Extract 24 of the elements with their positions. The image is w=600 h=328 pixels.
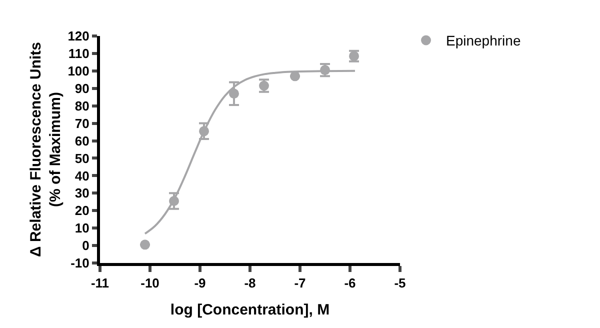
y-tick-label: 100 xyxy=(68,63,90,78)
x-tick-label: -11 xyxy=(90,276,110,291)
y-tick-label: 50 xyxy=(74,150,90,166)
y-tick-label: 30 xyxy=(74,186,90,201)
y-tick-label: 20 xyxy=(74,203,90,218)
y-tick-label: -10 xyxy=(70,256,90,271)
y-tick-label: 0 xyxy=(82,238,90,254)
x-tick-label: -10 xyxy=(140,276,160,291)
x-tick-label: -8 xyxy=(244,276,256,291)
y-axis-title: Δ Relative Fluorescence Units (% of Maximum) xyxy=(27,42,64,258)
y-tick-label: 10 xyxy=(74,220,90,236)
y-tick-label: 110 xyxy=(68,46,90,62)
x-tick-label: -7 xyxy=(294,276,306,291)
x-tick-label: -6 xyxy=(344,276,356,291)
x-tick-label: -9 xyxy=(194,276,206,291)
y-tick-label: 60 xyxy=(74,133,90,148)
x-axis-title: log [Concentration], M xyxy=(170,302,330,319)
x-tick-label: -5 xyxy=(394,276,406,291)
y-tick-label: 90 xyxy=(74,80,90,96)
y-tick-label: 70 xyxy=(74,116,90,131)
y-tick-label: 40 xyxy=(74,168,90,184)
y-tick-label: 120 xyxy=(68,28,90,44)
legend-label: Epinephrine xyxy=(446,32,521,49)
y-tick-label: 80 xyxy=(74,98,90,114)
